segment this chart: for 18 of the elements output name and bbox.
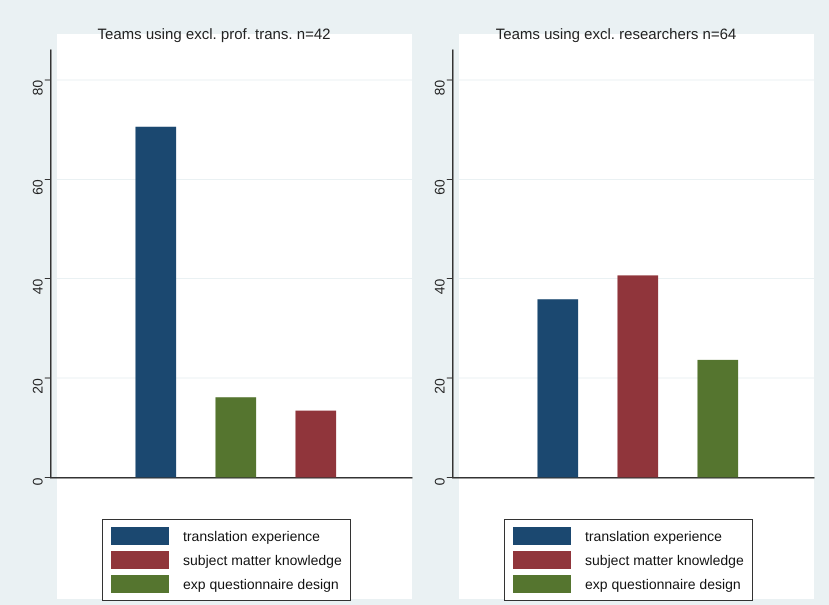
y-tick-label: 60 [432, 179, 448, 195]
legend-label: translation experience [183, 528, 320, 544]
y-tick-label: 80 [30, 80, 46, 96]
y-tick-label: 0 [432, 477, 448, 486]
y-tick-label: 40 [30, 278, 46, 294]
chart-title: Teams using excl. prof. trans. n=42 [97, 26, 331, 44]
chart-title: Teams using excl. researchers n=64 [496, 26, 736, 44]
legend-label: translation experience [585, 528, 722, 544]
y-tick-label: 80 [432, 80, 448, 96]
legend-label: subject matter knowledge [183, 552, 342, 568]
legend-label: exp questionnaire design [585, 576, 741, 592]
legend-label: exp questionnaire design [183, 576, 339, 592]
legend-label: subject matter knowledge [585, 552, 744, 568]
y-tick-label: 40 [432, 278, 448, 294]
y-tick-label: 0 [30, 477, 46, 486]
y-tick-label: 20 [30, 378, 46, 394]
y-tick-label: 20 [432, 378, 448, 394]
y-tick-label: 60 [30, 179, 46, 195]
